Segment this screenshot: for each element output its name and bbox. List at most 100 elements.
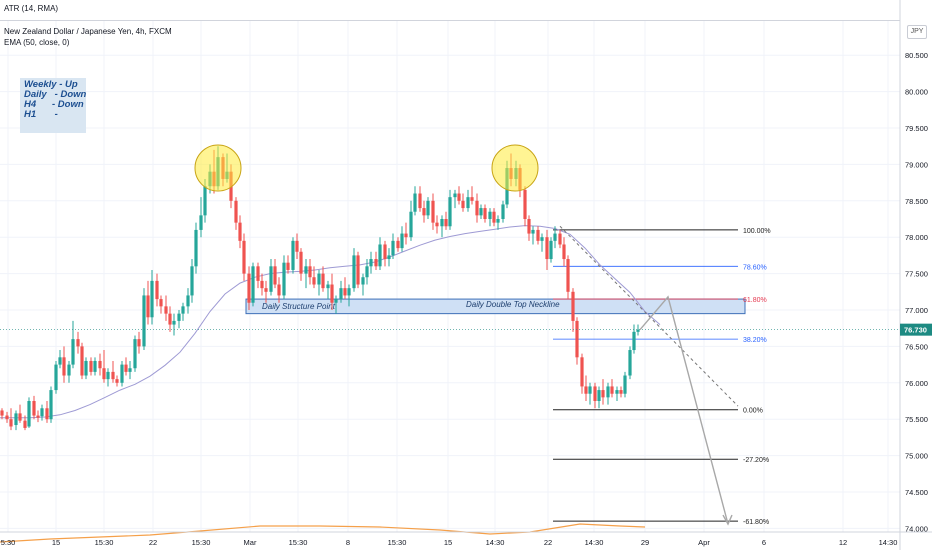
candle-body[interactable] [312, 277, 316, 285]
candle-body[interactable] [483, 208, 487, 219]
candle-body[interactable] [286, 262, 290, 270]
candle-body[interactable] [553, 233, 557, 241]
last-price-badge[interactable] [900, 323, 932, 336]
candle-body[interactable] [431, 200, 435, 223]
candle-body[interactable] [623, 375, 627, 394]
candle-body[interactable] [120, 364, 124, 383]
candle-body[interactable] [181, 306, 185, 314]
candle-body[interactable] [203, 186, 207, 216]
candle-body[interactable] [247, 273, 251, 303]
candle-body[interactable] [260, 280, 264, 289]
candle-body[interactable] [453, 193, 457, 198]
candle-body[interactable] [400, 233, 404, 249]
candle-body[interactable] [106, 371, 110, 380]
candle-body[interactable] [378, 244, 382, 267]
candle-body[interactable] [334, 299, 338, 303]
candle-body[interactable] [448, 197, 452, 227]
candle-body[interactable] [636, 329, 640, 332]
candle-body[interactable] [115, 379, 119, 383]
candle-body[interactable] [558, 233, 562, 245]
projection-path[interactable] [639, 295, 729, 525]
candle-body[interactable] [387, 255, 391, 260]
candle-body[interactable] [593, 386, 597, 401]
candle-body[interactable] [356, 255, 360, 285]
candle-body[interactable] [71, 339, 75, 365]
candle-body[interactable] [566, 259, 570, 292]
candle-body[interactable] [264, 288, 268, 292]
candle-body[interactable] [242, 240, 246, 274]
candle-body[interactable] [580, 357, 584, 387]
candle-body[interactable] [562, 244, 566, 260]
candle-body[interactable] [496, 219, 500, 223]
candle-body[interactable] [321, 273, 325, 289]
candle-body[interactable] [457, 193, 461, 201]
candle-body[interactable] [45, 408, 49, 420]
candle-body[interactable] [435, 222, 439, 227]
candle-body[interactable] [18, 413, 22, 421]
candle-body[interactable] [172, 320, 176, 325]
candle-body[interactable] [461, 200, 465, 209]
candle-body[interactable] [14, 413, 18, 426]
candle-body[interactable] [383, 244, 387, 260]
candle-body[interactable] [347, 288, 351, 296]
candle-body[interactable] [536, 229, 540, 241]
candle-body[interactable] [540, 237, 544, 241]
candle-body[interactable] [142, 295, 146, 347]
candle-body[interactable] [444, 219, 448, 227]
candle-body[interactable] [133, 339, 137, 369]
candle-body[interactable] [326, 284, 330, 289]
candle-body[interactable] [93, 360, 97, 372]
candle-body[interactable] [549, 240, 553, 260]
candle-body[interactable] [470, 197, 474, 201]
candle-body[interactable] [404, 233, 408, 238]
candle-body[interactable] [155, 280, 159, 300]
candle-body[interactable] [588, 386, 592, 394]
candle-body[interactable] [0, 410, 4, 416]
candle-body[interactable] [89, 360, 93, 372]
candle-body[interactable] [304, 266, 308, 274]
candle-body[interactable] [527, 219, 531, 234]
candle-body[interactable] [84, 360, 88, 376]
candle-body[interactable] [330, 284, 334, 303]
candle-body[interactable] [597, 390, 601, 401]
candle-body[interactable] [531, 229, 535, 234]
currency-badge[interactable]: JPY [907, 25, 927, 39]
candle-body[interactable] [352, 255, 356, 289]
candle-body[interactable] [571, 291, 575, 321]
candle-body[interactable] [49, 390, 53, 420]
candle-body[interactable] [190, 266, 194, 296]
candle-body[interactable] [295, 240, 299, 252]
candle-body[interactable] [277, 284, 281, 296]
structure-zone-rect[interactable] [245, 298, 746, 315]
candle-body[interactable] [111, 371, 115, 380]
candle-body[interactable] [479, 208, 483, 216]
candle-body[interactable] [374, 259, 378, 267]
candle-body[interactable] [409, 211, 413, 238]
candle-body[interactable] [308, 266, 312, 278]
candle-body[interactable] [391, 240, 395, 256]
candle-body[interactable] [418, 193, 422, 209]
candle-body[interactable] [291, 240, 295, 270]
candle-body[interactable] [5, 415, 9, 420]
candle-body[interactable] [54, 364, 58, 391]
candle-body[interactable] [396, 240, 400, 249]
double-top-circle[interactable] [491, 144, 539, 192]
candle-body[interactable] [32, 401, 36, 416]
candle-body[interactable] [299, 251, 303, 274]
candle-body[interactable] [584, 386, 588, 394]
candle-body[interactable] [137, 339, 141, 347]
candle-body[interactable] [67, 364, 71, 376]
candle-body[interactable] [615, 390, 619, 394]
candle-body[interactable] [159, 299, 163, 307]
candle-body[interactable] [199, 215, 203, 230]
candle-body[interactable] [632, 331, 636, 351]
candle-body[interactable] [150, 280, 154, 318]
candle-body[interactable] [492, 211, 496, 223]
candle-body[interactable] [413, 193, 417, 212]
candle-body[interactable] [40, 408, 44, 417]
candle-body[interactable] [124, 364, 128, 372]
candle-body[interactable] [426, 200, 430, 216]
candle-body[interactable] [76, 339, 80, 347]
candle-body[interactable] [317, 273, 321, 285]
